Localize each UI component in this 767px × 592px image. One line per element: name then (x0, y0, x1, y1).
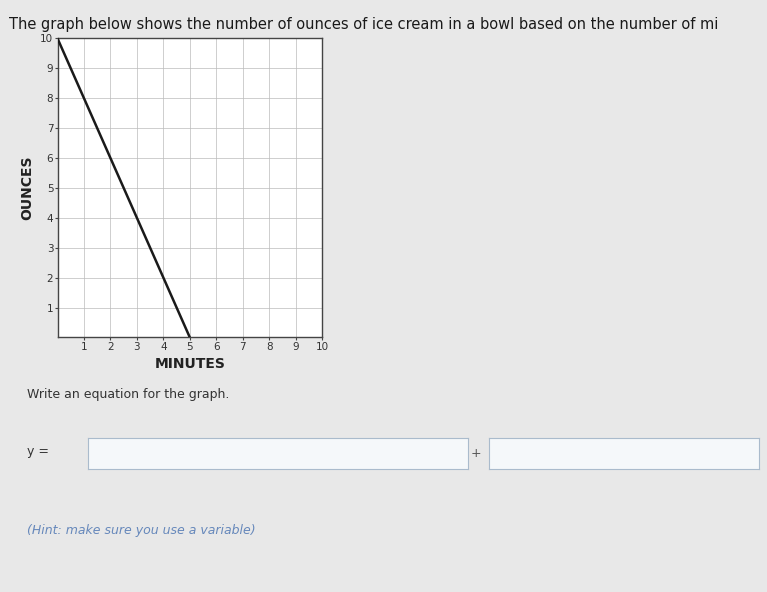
Text: +: + (471, 447, 482, 460)
Text: (Hint: make sure you use a variable): (Hint: make sure you use a variable) (27, 524, 255, 537)
Text: The graph below shows the number of ounces of ice cream in a bowl based on the n: The graph below shows the number of ounc… (9, 17, 719, 31)
X-axis label: MINUTES: MINUTES (154, 357, 225, 371)
Text: Write an equation for the graph.: Write an equation for the graph. (27, 388, 229, 401)
Text: y =: y = (27, 445, 49, 458)
Y-axis label: OUNCES: OUNCES (21, 156, 35, 220)
